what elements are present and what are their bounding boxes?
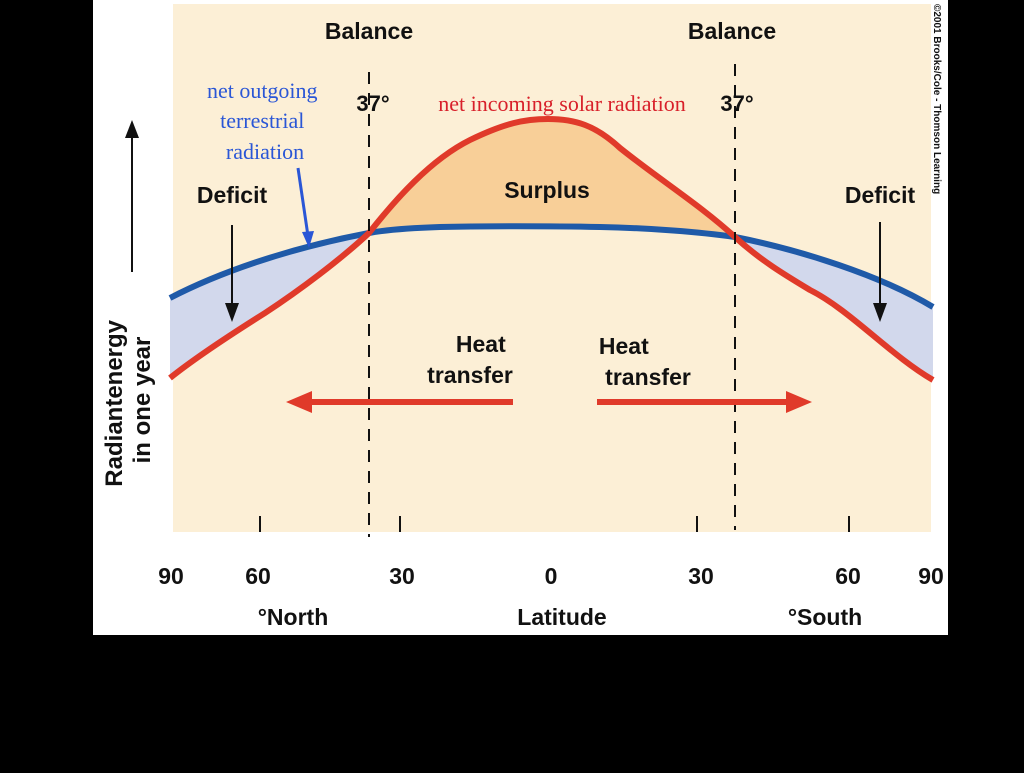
- net-outgoing-pointer-shaft: [296, 167, 310, 237]
- heat-transfer-label-south: Heat transfer: [599, 333, 691, 390]
- tick-label: 90: [918, 563, 944, 589]
- deficit-arrow-south-head: [873, 303, 887, 322]
- tick-label: 60: [835, 563, 861, 589]
- net-outgoing-line-3: radiation: [226, 139, 304, 164]
- heat-transfer-arrow-north-head: [286, 391, 312, 413]
- heat-transfer-north-line-2: transfer: [427, 362, 513, 388]
- angle-label-south: 37°: [720, 91, 753, 116]
- net-outgoing-line-2: terrestrial: [220, 108, 304, 133]
- balance-label-north: Balance: [325, 18, 413, 44]
- copyright-label: ©2001 Brooks/Cole - Thomson Learning: [931, 4, 942, 194]
- tick-label: 90: [158, 563, 184, 589]
- tick-marks: [259, 516, 850, 532]
- deficit-label-south: Deficit: [845, 182, 916, 208]
- net-incoming-label: net incoming solar radiation: [438, 91, 685, 116]
- deficit-arrow-north-head: [225, 303, 239, 322]
- balance-label-south: Balance: [688, 18, 776, 44]
- terrestrial-radiation-curve: [168, 223, 935, 310]
- y-axis-arrow-head: [125, 120, 139, 138]
- net-outgoing-label: net outgoing terrestrial radiation: [207, 78, 323, 164]
- heat-transfer-label-north: Heat transfer: [427, 331, 513, 388]
- y-axis-label: Radiantenergy in one year: [101, 313, 156, 486]
- north-label: °North: [258, 604, 329, 630]
- tick-label: 30: [688, 563, 714, 589]
- y-axis-label-line-1: Radiantenergy: [101, 319, 128, 486]
- y-axis-label-line-2: in one year: [129, 337, 156, 464]
- net-outgoing-line-1: net outgoing: [207, 78, 318, 103]
- net-outgoing-pointer-head: [302, 231, 314, 248]
- tick-label: 0: [545, 563, 558, 589]
- heat-transfer-arrow-south-head: [786, 391, 812, 413]
- tick-label: 30: [389, 563, 415, 589]
- x-tick-labels: 90 60 30 0 30 60 90: [158, 563, 944, 589]
- deficit-label-north: Deficit: [197, 182, 268, 208]
- south-label: °South: [788, 604, 862, 630]
- angle-label-north: 37°: [356, 91, 389, 116]
- heat-transfer-north-line-1: Heat: [456, 331, 506, 357]
- x-axis-label: Latitude: [517, 604, 606, 630]
- solar-radiation-curve: [168, 115, 935, 383]
- heat-transfer-south-line-1: Heat: [599, 333, 649, 359]
- surplus-label: Surplus: [504, 177, 590, 203]
- heat-transfer-south-line-2: transfer: [605, 364, 691, 390]
- tick-label: 60: [245, 563, 271, 589]
